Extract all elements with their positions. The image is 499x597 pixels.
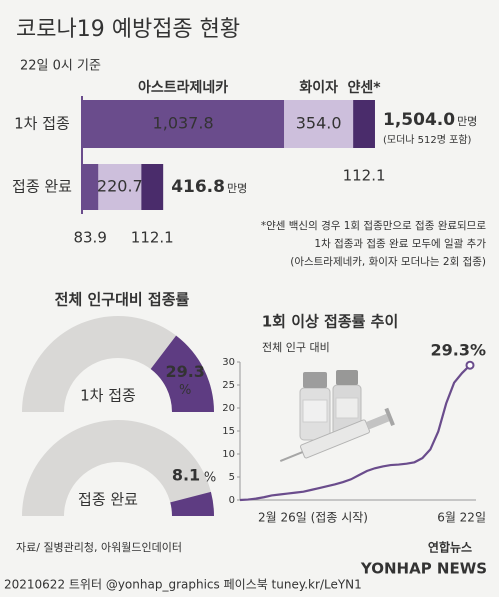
gauge-value: 8.1 [172,466,200,485]
y-tick-label: 0 [229,495,235,506]
legend-label: 얀센* [348,79,382,96]
y-tick-label: 10 [222,449,235,460]
legend-label: 화이자 [299,79,338,96]
y-tick-label: 5 [229,472,235,483]
logo-name: 연합뉴스 [428,540,472,555]
source: 자료/ 질병관리청, 아워월드인데이터 [16,541,182,554]
footnote: (아스트라제네카, 화이자 모더나는 2회 접종) [290,256,486,268]
logo-english: YONHAP NEWS [360,560,487,578]
bar-segment [141,164,164,210]
total-label: 416.8 [171,177,225,197]
gauge-fill [170,491,214,516]
value-label: 112.1 [131,229,174,247]
value-label: 83.9 [73,229,106,247]
total-unit: 만명 [227,182,247,195]
bar-segment [284,100,354,148]
gauge-label: 1차 접종 [80,387,136,405]
value-label: 112.1 [343,167,386,185]
bar-segment [98,164,142,210]
title: 코로나19 예방접종 현황 [16,17,240,42]
total-unit: 만명 [457,115,477,128]
value-label: 354.0 [296,114,342,133]
bar-segment [82,164,99,210]
gauge-track [22,420,214,516]
line-title: 1회 이상 접종률 추이 [262,313,399,331]
gauge-track [22,316,214,412]
bar-segment [353,100,375,148]
gauge-unit: % [204,471,216,486]
gauge-fill [150,335,214,412]
end-label: 29.3% [430,341,486,360]
gauge-value: 29.3 [165,362,204,381]
footnote: *얀센 백신의 경우 1회 접종만으로 접종 완료되므로 [261,219,486,232]
annotation: (모더나 512명 포함) [383,134,472,146]
total-label: 1,504.0 [383,110,455,130]
y-tick-label: 25 [222,380,235,391]
footer: 20210622 트위터 @yonhap_graphics 페이스북 tuney… [4,578,362,592]
value-label: 220.7 [97,177,143,196]
y-axis-label: 전체 인구 대비 [262,341,330,354]
gauge-title: 전체 인구대비 접종률 [55,291,190,309]
category-label: 접종 완료 [12,178,72,196]
category-label: 1차 접종 [14,115,70,133]
subtitle: 22일 0시 기준 [20,59,101,74]
y-tick-label: 15 [222,426,235,437]
value-label: 1,037.8 [153,114,214,133]
x-tick-label: 2월 26일 (접종 시작) [258,511,368,525]
legend-label: 아스트라제네카 [138,79,228,96]
y-tick-label: 20 [222,403,235,414]
end-point [465,360,475,370]
y-tick-label: 30 [222,357,235,368]
footnote: 1차 접종과 접종 완료 모두에 일괄 추가 [314,237,486,250]
vaccine-illustration [279,370,395,462]
line [239,364,471,502]
gauge-label: 접종 완료 [78,491,138,509]
bar-segment [82,100,285,148]
x-tick-label: 6월 22일 [437,511,486,525]
gauge-unit: % [179,383,191,398]
